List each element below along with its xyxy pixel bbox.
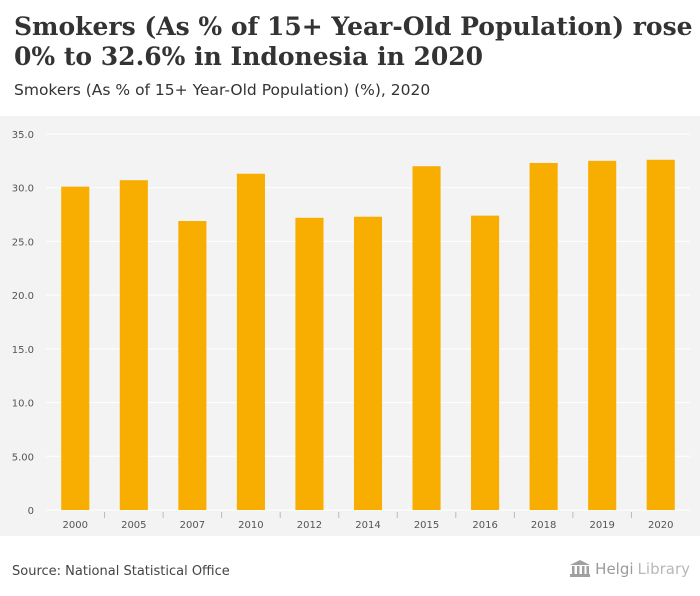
bar-2014 [353, 216, 383, 510]
x-tick-label: 2010 [238, 520, 263, 531]
bar-chart: 0 5.00 10.0 15.0 20.0 25.0 30.0 35.0 2000 2005 200… [12, 130, 690, 531]
bar-2010 [236, 173, 265, 510]
library-building-icon [570, 560, 591, 577]
y-tick-label: 20.0 [12, 291, 34, 302]
bar-2019 [588, 160, 617, 510]
bar-2015 [412, 166, 441, 510]
bar-2016 [471, 215, 500, 510]
chart-area: 0 5.00 10.0 15.0 20.0 25.0 30.0 35.0 2000 2005 200… [0, 116, 700, 536]
x-tick-label: 2000 [63, 520, 88, 531]
bar-2012 [295, 217, 324, 510]
y-tick-label: 30.0 [12, 184, 34, 195]
bar-2005 [119, 180, 148, 510]
x-tick-label: 2019 [589, 520, 614, 531]
x-tick-label: 2005 [121, 520, 146, 531]
x-tick-label: 2014 [355, 520, 380, 531]
x-tick-label: 2018 [531, 520, 556, 531]
y-tick-label: 5.00 [12, 452, 34, 463]
x-tick-label: 2020 [648, 520, 673, 531]
helgi-library-logo[interactable]: Helgi Library [569, 560, 690, 578]
source-note: Source: National Statistical Office [12, 564, 230, 579]
bar-2018 [529, 163, 558, 510]
bar-2007 [178, 221, 207, 510]
y-tick-label: 25.0 [12, 237, 34, 248]
x-tick-label: 2015 [414, 520, 439, 531]
x-tick-label: 2007 [180, 520, 205, 531]
y-tick-label: 0 [28, 506, 34, 517]
bar-2000 [61, 186, 90, 510]
chart-title: Smokers (As % of 15+ Year-Old Population… [14, 12, 693, 71]
x-tick-label: 2016 [472, 520, 497, 531]
x-tick-label: 2012 [297, 520, 322, 531]
y-tick-label: 35.0 [12, 130, 34, 141]
logo-suffix-text: Library [637, 560, 690, 578]
y-tick-label: 15.0 [12, 345, 34, 356]
chart-subtitle: Smokers (As % of 15+ Year-Old Population… [14, 81, 431, 99]
y-tick-label: 10.0 [12, 399, 34, 410]
footer: Source: National Statistical Office Helg… [0, 548, 700, 596]
bar-2020 [646, 159, 675, 511]
logo-brand-text: Helgi [595, 560, 634, 578]
